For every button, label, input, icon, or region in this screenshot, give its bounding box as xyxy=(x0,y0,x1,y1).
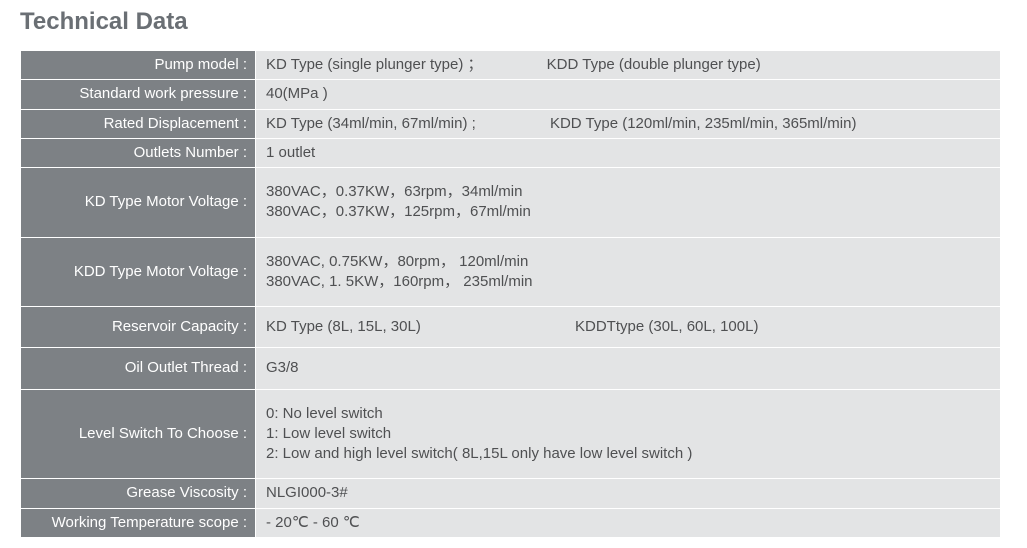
row-working-temperature: Working Temperature scope : - 20℃ - 60 ℃ xyxy=(21,508,1001,537)
pump-model-col1: KD Type (single plunger type) ； xyxy=(266,56,483,73)
row-pump-model: Pump model : KD Type (single plunger typ… xyxy=(21,51,1001,80)
row-kdd-motor-voltage: KDD Type Motor Voltage : 380VAC, 0.75KW，… xyxy=(21,237,1001,307)
row-grease-viscosity: Grease Viscosity : NLGI000-3# xyxy=(21,479,1001,508)
value-level-switch: 0: No level switch 1: Low level switch 2… xyxy=(256,389,1001,479)
label-oil-outlet-thread: Oil Outlet Thread : xyxy=(21,348,256,389)
kd-motor-line1: 380VAC，0.37KW，63rpm，34ml/min xyxy=(266,182,990,202)
row-oil-outlet-thread: Oil Outlet Thread : G3/8 xyxy=(21,348,1001,389)
row-rated-displacement: Rated Displacement : KD Type (34ml/min, … xyxy=(21,109,1001,138)
row-reservoir-capacity: Reservoir Capacity : KD Type (8L, 15L, 3… xyxy=(21,307,1001,348)
value-reservoir-capacity: KD Type (8L, 15L, 30L) KDDTtype (30L, 60… xyxy=(256,307,1001,348)
value-kd-motor-voltage: 380VAC，0.37KW，63rpm，34ml/min 380VAC，0.37… xyxy=(256,168,1001,238)
level-switch-line2: 1: Low level switch xyxy=(266,424,990,444)
label-reservoir-capacity: Reservoir Capacity : xyxy=(21,307,256,348)
value-grease-viscosity: NLGI000-3# xyxy=(256,479,1001,508)
row-level-switch: Level Switch To Choose : 0: No level swi… xyxy=(21,389,1001,479)
spec-table: Pump model : KD Type (single plunger typ… xyxy=(20,50,1001,538)
kd-motor-line2: 380VAC，0.37KW，125rpm，67ml/min xyxy=(266,202,990,222)
label-outlets-number: Outlets Number : xyxy=(21,138,256,167)
label-level-switch: Level Switch To Choose : xyxy=(21,389,256,479)
reservoir-col2: KDDTtype (30L, 60L, 100L) xyxy=(575,317,758,337)
label-rated-displacement: Rated Displacement : xyxy=(21,109,256,138)
label-work-pressure: Standard work pressure : xyxy=(21,80,256,109)
label-pump-model: Pump model : xyxy=(21,51,256,80)
row-kd-motor-voltage: KD Type Motor Voltage : 380VAC，0.37KW，63… xyxy=(21,168,1001,238)
value-work-pressure: 40(MPa ) xyxy=(256,80,1001,109)
value-pump-model: KD Type (single plunger type) ； KDD Type… xyxy=(256,51,1001,80)
section-title: Technical Data xyxy=(20,8,1007,36)
label-kdd-motor-voltage: KDD Type Motor Voltage : xyxy=(21,237,256,307)
row-work-pressure: Standard work pressure : 40(MPa ) xyxy=(21,80,1001,109)
value-rated-displacement: KD Type (34ml/min, 67ml/min) ; KDD Type … xyxy=(256,109,1001,138)
value-working-temperature: - 20℃ - 60 ℃ xyxy=(256,508,1001,537)
technical-data-container: Technical Data Pump model : KD Type (sin… xyxy=(0,8,1027,548)
value-outlets-number: 1 outlet xyxy=(256,138,1001,167)
kdd-motor-line2: 380VAC, 1. 5KW，160rpm， 235ml/min xyxy=(266,272,990,292)
value-oil-outlet-thread: G3/8 xyxy=(256,348,1001,389)
row-outlets-number: Outlets Number : 1 outlet xyxy=(21,138,1001,167)
reservoir-col1: KD Type (8L, 15L, 30L) xyxy=(266,318,421,335)
label-working-temperature: Working Temperature scope : xyxy=(21,508,256,537)
level-switch-line1: 0: No level switch xyxy=(266,404,990,424)
label-grease-viscosity: Grease Viscosity : xyxy=(21,479,256,508)
label-kd-motor-voltage: KD Type Motor Voltage : xyxy=(21,168,256,238)
pump-model-col2: KDD Type (double plunger type) xyxy=(547,55,761,75)
rated-displacement-col1: KD Type (34ml/min, 67ml/min) ; xyxy=(266,115,476,132)
level-switch-line3: 2: Low and high level switch( 8L,15L onl… xyxy=(266,444,990,464)
kdd-motor-line1: 380VAC, 0.75KW，80rpm， 120ml/min xyxy=(266,252,990,272)
rated-displacement-col2: KDD Type (120ml/min, 235ml/min, 365ml/mi… xyxy=(550,114,857,134)
value-kdd-motor-voltage: 380VAC, 0.75KW，80rpm， 120ml/min 380VAC, … xyxy=(256,237,1001,307)
